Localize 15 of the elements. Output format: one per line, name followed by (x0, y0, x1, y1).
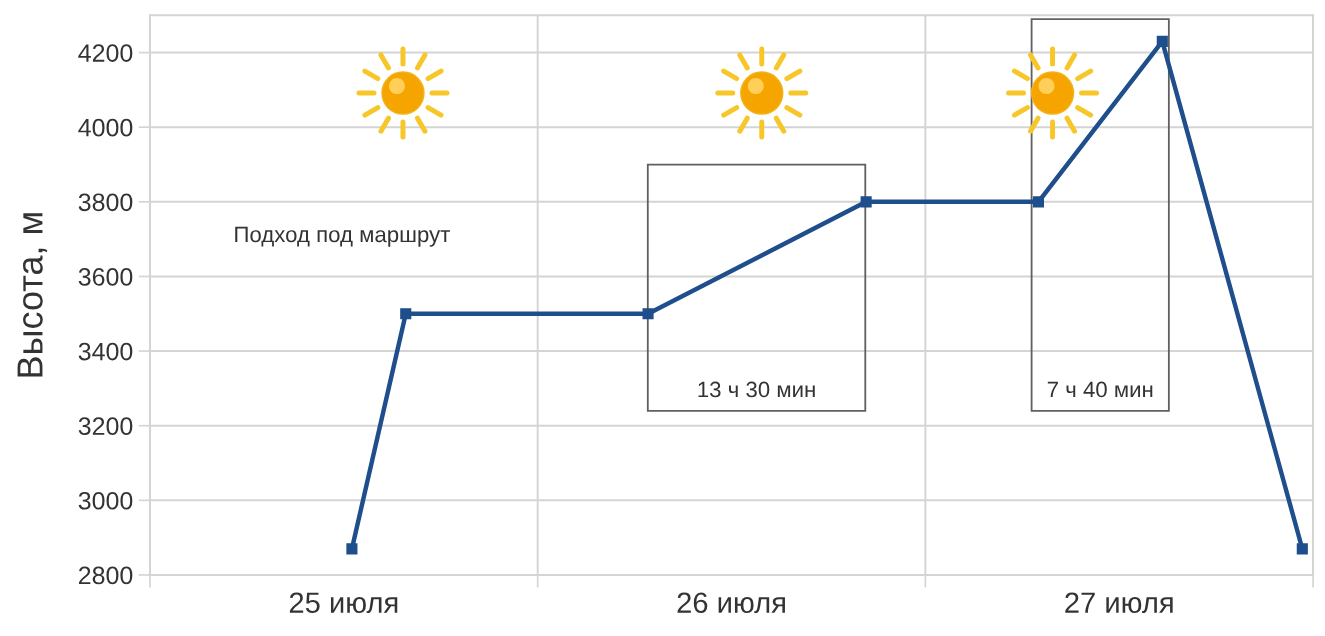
y-tick-label: 3400 (78, 342, 133, 361)
x-tick-label: 25 июля (289, 592, 398, 614)
y-tick-label: 3800 (78, 193, 133, 212)
y-tick-label: 4000 (78, 118, 133, 137)
annotation: Подход под маршрут (235, 226, 450, 247)
y-tick-label: 4200 (78, 44, 133, 62)
y-tick-label: 2800 (78, 566, 133, 585)
annotation: 13 ч 30 мин (698, 381, 815, 398)
annotation: 7 ч 40 мин (1047, 381, 1153, 398)
y-tick-label: 3200 (78, 417, 133, 435)
x-tick-label: 27 июля (1065, 592, 1173, 614)
y-tick-label: 3000 (78, 491, 133, 510)
y-axis-title: Высота, м (17, 213, 48, 377)
x-tick-label: 26 июля (677, 592, 785, 614)
y-tick-label: 3600 (78, 268, 133, 286)
